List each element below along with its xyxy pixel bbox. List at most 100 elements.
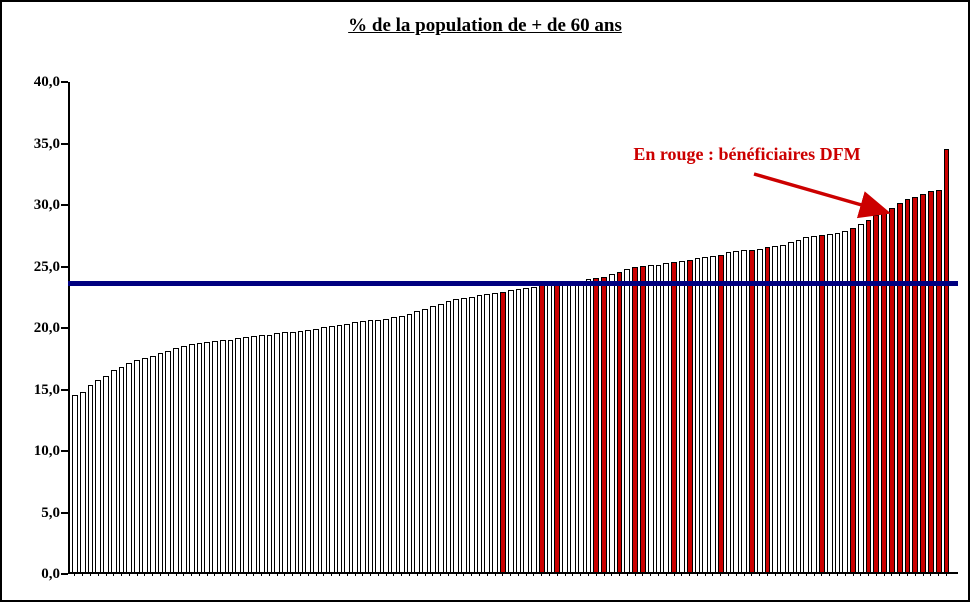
bar	[282, 332, 288, 572]
y-axis-label: 0,0	[41, 566, 60, 582]
bar	[663, 263, 670, 572]
x-tick	[765, 572, 771, 578]
x-tick	[111, 572, 117, 578]
bar	[655, 264, 662, 572]
bar	[297, 330, 304, 572]
bar-red	[881, 211, 888, 572]
x-tick	[313, 572, 319, 578]
bar	[803, 237, 810, 572]
y-axis-label: 40,0	[33, 74, 60, 90]
x-tick	[422, 572, 428, 578]
x-tick	[150, 572, 156, 578]
bar	[359, 321, 366, 572]
bar	[484, 294, 491, 572]
x-tick	[866, 572, 872, 578]
x-tick	[671, 572, 677, 578]
bar-red	[671, 262, 677, 572]
x-tick	[897, 572, 903, 578]
bar	[429, 306, 436, 572]
bar	[250, 335, 257, 572]
x-tick	[741, 572, 747, 578]
bar	[235, 338, 242, 572]
bar	[142, 358, 148, 572]
bar	[134, 360, 141, 572]
x-tick	[710, 572, 716, 578]
bar	[678, 260, 685, 572]
x-tick	[803, 572, 809, 578]
x-tick	[461, 572, 467, 578]
x-tick	[204, 572, 210, 578]
bar	[507, 290, 514, 572]
bar	[492, 292, 498, 572]
x-tick	[383, 572, 389, 578]
bar	[87, 385, 94, 572]
x-tick	[267, 572, 273, 578]
x-tick	[523, 572, 529, 578]
bar	[398, 316, 405, 572]
x-tick	[858, 572, 864, 578]
bar-red	[640, 265, 646, 572]
x-tick	[243, 572, 249, 578]
x-tick	[936, 572, 942, 578]
chart-title-text: % de la population de + de 60 ans	[348, 15, 622, 36]
bar-red	[850, 227, 856, 572]
x-tick	[360, 572, 366, 578]
x-tick	[181, 572, 187, 578]
bar	[196, 343, 203, 572]
bar	[367, 319, 374, 572]
bar	[694, 258, 701, 572]
y-axis-labels: 40,0 35,0 30,0 25,0 20,0 15,0 10,0 5,0 0,0	[10, 74, 60, 582]
bar-red	[935, 189, 942, 572]
y-axis-tick	[61, 573, 68, 575]
x-tick	[578, 572, 584, 578]
bar	[577, 280, 584, 572]
bar	[227, 339, 234, 572]
x-tick	[119, 572, 125, 578]
y-axis-label: 25,0	[33, 258, 60, 275]
x-tick	[624, 572, 630, 578]
x-tick	[609, 572, 615, 578]
x-tick	[687, 572, 693, 578]
bar-red	[920, 194, 926, 572]
x-tick	[788, 572, 794, 578]
x-tick	[142, 572, 148, 578]
bar	[437, 303, 444, 572]
x-tick	[282, 572, 288, 578]
bar	[476, 295, 483, 572]
bar	[243, 337, 249, 572]
x-tick	[632, 572, 638, 578]
bar	[422, 308, 428, 572]
x-tick	[928, 572, 934, 578]
x-tick	[617, 572, 623, 578]
x-tick	[881, 572, 887, 578]
x-tick	[88, 572, 94, 578]
bar	[180, 345, 187, 572]
chart-title: % de la population de + de 60 ans	[2, 15, 968, 37]
x-tick	[446, 572, 452, 578]
y-axis-tick	[61, 450, 68, 452]
bar	[188, 344, 195, 572]
bar	[608, 274, 615, 572]
x-tick	[850, 572, 856, 578]
bar	[702, 257, 709, 572]
bar	[733, 251, 740, 572]
bar	[585, 279, 592, 572]
y-axis-label: 10,0	[33, 443, 60, 459]
x-tick	[944, 572, 950, 578]
bar	[289, 332, 296, 572]
x-tick	[352, 572, 358, 578]
bar-red	[616, 271, 623, 572]
x-tick	[290, 572, 296, 578]
bar-red	[896, 203, 903, 572]
annotation-label: En rouge : bénéficiaires DFM	[633, 144, 861, 164]
x-tick	[197, 572, 203, 578]
bar	[811, 236, 817, 572]
x-tick	[586, 572, 592, 578]
y-axis-tick	[61, 511, 68, 514]
x-tick	[780, 572, 786, 578]
x-tick	[539, 572, 545, 578]
bar	[328, 326, 335, 572]
bar	[219, 339, 226, 572]
x-axis-ticks	[72, 572, 950, 578]
